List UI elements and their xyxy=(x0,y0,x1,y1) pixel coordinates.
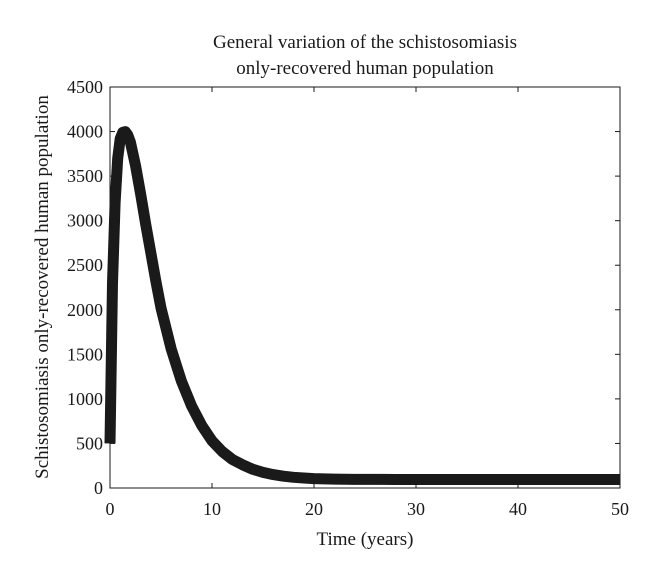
y-tick-label: 0 xyxy=(94,478,103,498)
y-tick-label: 4000 xyxy=(67,122,103,142)
x-axis-label: Time (years) xyxy=(317,529,414,550)
x-tick-label: 50 xyxy=(611,499,629,519)
y-tick-label: 2500 xyxy=(67,255,103,275)
axis-ticks xyxy=(109,86,621,489)
chart-title-line-1: General variation of the schistosomiasis xyxy=(213,32,517,53)
y-axis-label: Schistosomiasis only-recovered human pop… xyxy=(32,95,53,479)
plot-area-frame xyxy=(109,86,621,489)
chart-title-line-2: only-recovered human population xyxy=(236,58,494,79)
x-tick-label: 10 xyxy=(203,499,221,519)
x-tick-label: 40 xyxy=(509,499,527,519)
y-tick-label: 3500 xyxy=(67,166,103,186)
x-tick-label: 20 xyxy=(305,499,323,519)
x-tick-label: 30 xyxy=(407,499,425,519)
axis-tick-labels: 0 10 20 30 40 5005001000150020002500300035004… xyxy=(67,77,629,519)
y-tick-label: 3000 xyxy=(67,211,103,231)
series-line xyxy=(104,126,620,485)
y-tick-label: 500 xyxy=(76,433,103,453)
y-tick-label: 1500 xyxy=(67,344,103,364)
y-tick-label: 4500 xyxy=(67,77,103,97)
y-tick-label: 1000 xyxy=(67,389,103,409)
x-tick-label: 0 xyxy=(106,499,115,519)
y-tick-label: 2000 xyxy=(67,300,103,320)
